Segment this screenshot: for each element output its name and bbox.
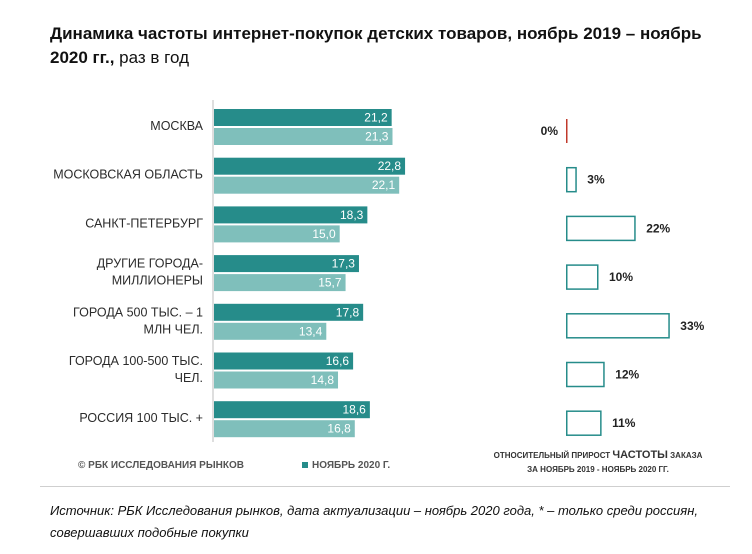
footnote: Источник: РБК Исследования рынков, дата … bbox=[50, 503, 698, 540]
copyright-label: © РБК ИССЛЕДОВАНИЯ РЫНКОВ bbox=[78, 460, 244, 471]
bar bbox=[214, 401, 370, 419]
growth-value-label: 33% bbox=[680, 319, 704, 333]
bar-value-label: 18,3 bbox=[340, 208, 364, 222]
bar-value-label: 21,2 bbox=[364, 111, 388, 125]
chart-title-unit: раз в год bbox=[114, 48, 189, 67]
bar-value-label: 14,8 bbox=[311, 373, 335, 387]
legend-swatch bbox=[302, 462, 308, 469]
growth-caption: ОТНОСИТЕЛЬНЫЙ ПРИРОСТ ЧАСТОТЫ ЗАКАЗА ЗА … bbox=[468, 448, 728, 477]
category-label: МЛН ЧЕЛ. bbox=[144, 322, 203, 336]
category-label: МОСКОВСКАЯ ОБЛАСТЬ bbox=[53, 168, 203, 182]
bar bbox=[214, 176, 400, 194]
divider bbox=[40, 486, 730, 487]
bar bbox=[214, 128, 393, 145]
bar-value-label: 13,4 bbox=[299, 324, 323, 338]
bar bbox=[214, 109, 392, 126]
bar-value-label: 15,7 bbox=[318, 276, 342, 290]
growth-bar bbox=[566, 361, 605, 388]
growth-caption-part1: ОТНОСИТЕЛЬНЫЙ ПРИРОСТ bbox=[493, 451, 613, 460]
growth-value-label: 10% bbox=[609, 270, 633, 284]
growth-caption-part2: ЧАСТОТЫ bbox=[612, 449, 668, 461]
category-label: ГОРОДА 100-500 ТЫС. bbox=[69, 354, 203, 368]
growth-bar bbox=[566, 166, 577, 193]
growth-value-label: 22% bbox=[646, 221, 670, 235]
growth-value-label: 11% bbox=[612, 416, 636, 430]
bar-value-label: 15,0 bbox=[312, 227, 336, 241]
category-label: ГОРОДА 500 ТЫС. – 1 bbox=[73, 305, 203, 319]
growth-value-label: 3% bbox=[587, 173, 605, 187]
category-label: САНКТ-ПЕТЕРБУРГ bbox=[85, 216, 203, 230]
bar-value-label: 17,3 bbox=[332, 257, 356, 271]
bar-value-label: 21,3 bbox=[365, 130, 389, 144]
category-label: МОСКВА bbox=[150, 119, 203, 133]
growth-bar bbox=[566, 410, 602, 436]
bar bbox=[214, 352, 354, 370]
chart-title-bold: Динамика частоты интернет-покупок детски… bbox=[50, 24, 702, 67]
growth-value-label: 0% bbox=[541, 124, 559, 138]
growth-bar bbox=[566, 313, 670, 339]
bar bbox=[214, 225, 340, 243]
category-label: РОССИЯ 100 ТЫС. + bbox=[79, 411, 203, 425]
bar bbox=[214, 255, 359, 273]
growth-bar bbox=[566, 119, 568, 143]
growth-value-label: 12% bbox=[615, 368, 639, 382]
growth-caption-part3: ЗАКАЗА bbox=[667, 451, 703, 460]
bar bbox=[214, 371, 339, 389]
category-label: ЧЕЛ. bbox=[175, 371, 203, 385]
bar-value-label: 16,8 bbox=[327, 422, 351, 436]
bar bbox=[214, 206, 368, 224]
category-label: МИЛЛИОНЕРЫ bbox=[112, 274, 203, 288]
bar bbox=[214, 157, 406, 175]
category-label: ДРУГИЕ ГОРОДА- bbox=[97, 257, 203, 271]
bar-value-label: 18,6 bbox=[343, 403, 367, 417]
bar-value-label: 22,8 bbox=[378, 159, 402, 173]
bar-value-label: 22,1 bbox=[372, 178, 396, 192]
growth-bar bbox=[566, 215, 636, 242]
bar-value-label: 16,6 bbox=[326, 354, 350, 368]
bar bbox=[214, 303, 364, 321]
legend: НОЯБРЬ 2020 Г. bbox=[302, 460, 390, 471]
chart-title: Динамика частоты интернет-покупок детски… bbox=[50, 22, 730, 70]
bar bbox=[214, 322, 327, 340]
growth-caption-line2: ЗА НОЯБРЬ 2019 - НОЯБРЬ 2020 ГГ. bbox=[527, 465, 669, 474]
legend-label: НОЯБРЬ 2020 Г. bbox=[312, 460, 391, 471]
bar bbox=[214, 420, 355, 438]
bar-value-label: 17,8 bbox=[336, 305, 360, 319]
bar bbox=[214, 274, 346, 292]
growth-bar bbox=[566, 264, 599, 290]
